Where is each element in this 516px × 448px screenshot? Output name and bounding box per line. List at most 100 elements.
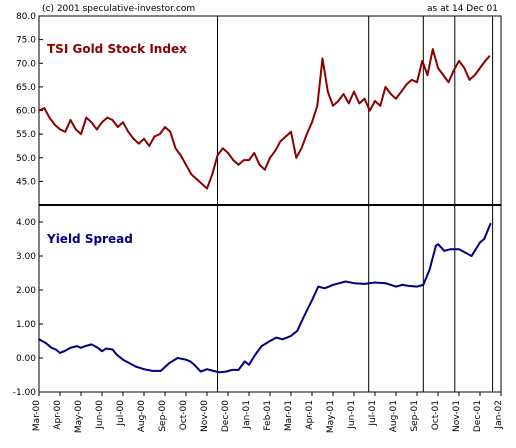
x-tick-label: Jan-01 — [242, 400, 252, 430]
date-note-text: as at 14 Dec 01 — [427, 4, 498, 14]
gold-index-point — [237, 163, 240, 166]
yield-spread-point — [115, 353, 118, 356]
x-tick-label: Aug-01 — [389, 400, 399, 432]
gold-index-point — [426, 74, 429, 76]
x-tick-label: Apr-01 — [305, 400, 315, 430]
gold-index-point — [332, 104, 334, 107]
yield-spread-point — [189, 360, 192, 363]
x-tick-label: Dec-01 — [473, 400, 483, 432]
gold-index-point — [179, 154, 182, 157]
gold-index-point — [242, 159, 245, 162]
gold-index-point — [410, 78, 413, 81]
gold-index-point — [421, 60, 424, 62]
yield-spread-point — [374, 281, 376, 284]
yield-spread-point — [38, 338, 40, 341]
yield-spread-point — [422, 284, 425, 286]
gold-index-point — [442, 74, 445, 76]
gold-index-point — [458, 60, 460, 62]
gold-index-point — [174, 147, 177, 150]
yield-spread-title: Yield Spread — [46, 232, 133, 246]
y-tick-label: 80.0 — [16, 12, 36, 22]
yield-spread-point — [416, 285, 418, 288]
yield-spread-point — [302, 316, 305, 319]
yield-spread-point — [185, 358, 187, 361]
gold-index-point — [169, 130, 172, 133]
yield-spread-point — [483, 238, 486, 240]
yield-spread-point — [449, 248, 452, 251]
x-tick-label: Mar-01 — [284, 400, 294, 431]
gold-index-point — [342, 93, 345, 95]
gold-index-point — [64, 130, 67, 133]
y-tick-label: 65.0 — [16, 83, 36, 93]
x-tick-label: Jun-01 — [347, 400, 357, 430]
yield-spread-point — [237, 369, 240, 371]
gold-index-point — [337, 100, 340, 102]
x-tick-label: Jan-02 — [494, 400, 504, 430]
x-tick-label: Oct-01 — [431, 400, 441, 430]
gold-index-point — [232, 159, 235, 162]
y-tick-label: 70.0 — [16, 59, 36, 69]
gold-index-point — [132, 137, 135, 140]
gold-index-point — [353, 90, 355, 93]
yield-spread-point — [254, 353, 257, 356]
gold-index-point — [274, 149, 277, 152]
yield-spread-point — [206, 368, 208, 371]
copyright-text: (c) 2001 speculative-investor.com — [42, 4, 195, 14]
yield-spread-point — [50, 346, 53, 349]
y-tick-label: 4.00 — [16, 218, 36, 228]
gold-index-point — [447, 81, 450, 84]
gold-index-point — [53, 123, 56, 126]
yield-spread-point — [290, 335, 292, 337]
x-tick-label: May-01 — [326, 400, 336, 433]
gold-index-point — [363, 97, 366, 100]
gold-index-point — [190, 173, 193, 176]
gold-index-point — [321, 57, 324, 60]
yield-spread-point — [128, 362, 131, 364]
gold-index-point — [85, 116, 88, 119]
gold-index-point — [473, 74, 476, 76]
yield-spread-series-line — [38, 223, 492, 374]
gold-index-point — [305, 133, 308, 136]
gold-index-point — [185, 163, 187, 166]
yield-spread-point — [458, 248, 460, 251]
yield-spread-point — [84, 345, 87, 347]
gold-index-point — [80, 133, 82, 136]
yield-spread-point — [151, 370, 154, 372]
gold-index-point — [95, 128, 98, 131]
gold-index-point — [384, 86, 387, 88]
gold-index-point — [284, 135, 287, 138]
x-tick-label: May-00 — [74, 400, 84, 433]
yield-spread-point — [69, 346, 72, 349]
x-tick-label: Nov-01 — [452, 400, 462, 432]
yield-spread-point — [323, 287, 326, 290]
gold-index-point — [200, 182, 203, 185]
yield-spread-point — [317, 285, 320, 288]
gold-index-point — [248, 159, 250, 162]
yield-spread-point — [407, 285, 410, 287]
yield-spread-point — [122, 358, 124, 361]
yield-spread-point — [464, 251, 467, 254]
yield-spread-point — [176, 357, 179, 359]
gold-index-point — [316, 104, 319, 107]
x-tick-label: Oct-00 — [179, 400, 189, 431]
yield-spread-point — [428, 268, 431, 271]
gold-index-point — [488, 55, 491, 58]
y-tick-label: 45.0 — [16, 177, 36, 187]
gold-index-point — [227, 152, 229, 154]
y-tick-label: -1.00 — [13, 388, 37, 398]
x-tick-label: Dec-00 — [221, 400, 231, 432]
gold-index-point — [148, 145, 151, 147]
yield-spread-point — [384, 282, 387, 285]
gold-index-point — [395, 97, 397, 100]
yield-spread-point — [275, 336, 278, 339]
gold-index-point — [326, 90, 329, 93]
yield-spread-point — [395, 285, 397, 288]
yield-spread-point — [75, 345, 78, 347]
gold-index-point — [374, 100, 376, 102]
gold-index-point — [122, 121, 124, 124]
y-tick-label: 1.00 — [16, 320, 36, 330]
yield-spread-point — [96, 346, 99, 349]
gold-index-point — [106, 116, 109, 119]
gold-index-point — [206, 187, 208, 190]
gold-index-point — [379, 104, 382, 107]
